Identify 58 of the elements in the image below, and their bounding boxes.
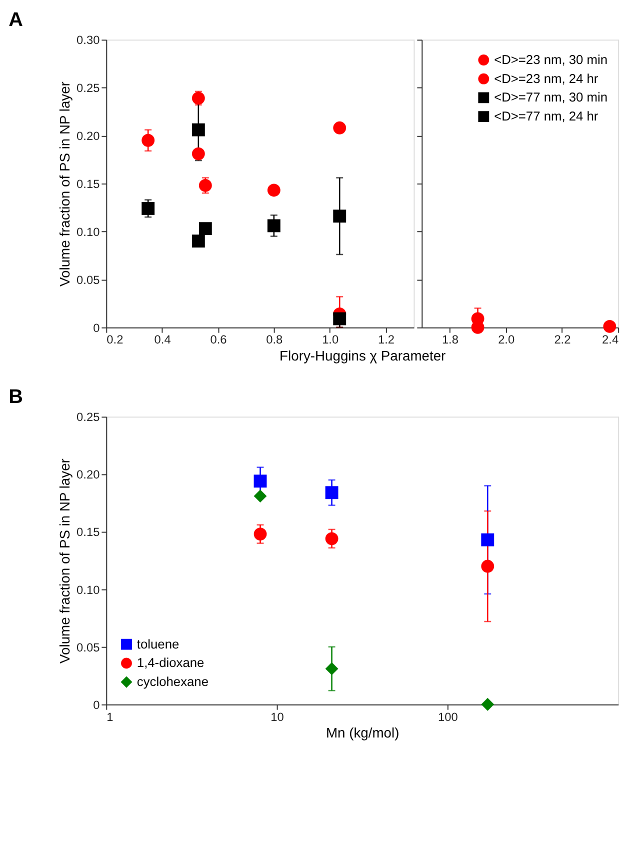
point: [333, 312, 346, 326]
y-tick-label: 0: [93, 698, 100, 712]
x-axis-title: Flory-Huggins χ Parameter: [280, 348, 446, 364]
point: [333, 210, 346, 223]
point: [192, 234, 205, 248]
x-tick-label: 2.4: [602, 332, 619, 347]
x-tick-label: 100: [438, 710, 458, 724]
x-tick-label: 1.8: [442, 332, 459, 347]
x-tick-label: 0.4: [154, 332, 172, 347]
legend-label: <D>=77 nm, 24 hr: [494, 108, 599, 124]
point: [254, 474, 267, 488]
legend-label: <D>=23 nm, 24 hr: [494, 70, 599, 86]
point: [198, 222, 212, 236]
point: [192, 147, 205, 160]
point: [254, 528, 267, 541]
legend-label: cyclohexane: [136, 674, 208, 690]
legend-label: <D>=77 nm, 30 min: [494, 90, 608, 105]
legend-label: toluene: [136, 636, 180, 652]
point: [142, 202, 155, 215]
point: [198, 178, 212, 192]
point: [267, 219, 280, 232]
point: [481, 560, 494, 573]
y-tick-label: 0.10: [76, 582, 100, 597]
chart-title: B: [8, 386, 23, 408]
point: [142, 134, 155, 147]
x-tick-label: 0.8: [266, 332, 284, 347]
y-tick-label: 0.25: [76, 81, 100, 96]
legend-label: 1,4-dioxane: [136, 655, 204, 670]
y-tick-label: 0.05: [76, 640, 100, 654]
chart-title: A: [8, 8, 23, 31]
x-tick-label: 1: [106, 710, 114, 724]
point: [192, 92, 205, 105]
y-tick-label: 0.10: [76, 224, 100, 239]
y-axis-title: Volume fraction of PS in NP layer: [56, 81, 73, 286]
point: [192, 123, 205, 136]
point: [481, 698, 494, 711]
x-tick-label: 0.2: [106, 332, 124, 347]
y-tick-label: 0: [93, 320, 100, 335]
point: [267, 184, 280, 197]
x-tick-label: 0.6: [210, 332, 228, 347]
y-tick-label: 0.20: [76, 468, 100, 482]
x-axis-title: Mn (kg/mol): [326, 724, 400, 741]
x-tick-label: 1.0: [322, 332, 339, 347]
point: [254, 490, 267, 503]
point: [481, 533, 494, 546]
y-axis-title: Volume fraction of PS in NP layer: [56, 458, 73, 664]
y-tick-label: 0.20: [76, 129, 100, 144]
x-tick-label: 2.2: [554, 332, 572, 347]
x-tick-label: 1.2: [378, 332, 395, 347]
x-tick-label: 10: [270, 710, 284, 724]
point: [333, 121, 346, 134]
y-tick-label: 0.30: [76, 33, 100, 48]
y-tick-label: 0.15: [76, 176, 100, 191]
legend-label: <D>=23 nm, 30 min: [494, 52, 608, 67]
y-tick-label: 0.05: [76, 272, 100, 287]
y-tick-label: 0.25: [76, 410, 100, 424]
x-tick-label: 2.0: [498, 332, 515, 347]
y-tick-label: 0.15: [76, 525, 100, 540]
